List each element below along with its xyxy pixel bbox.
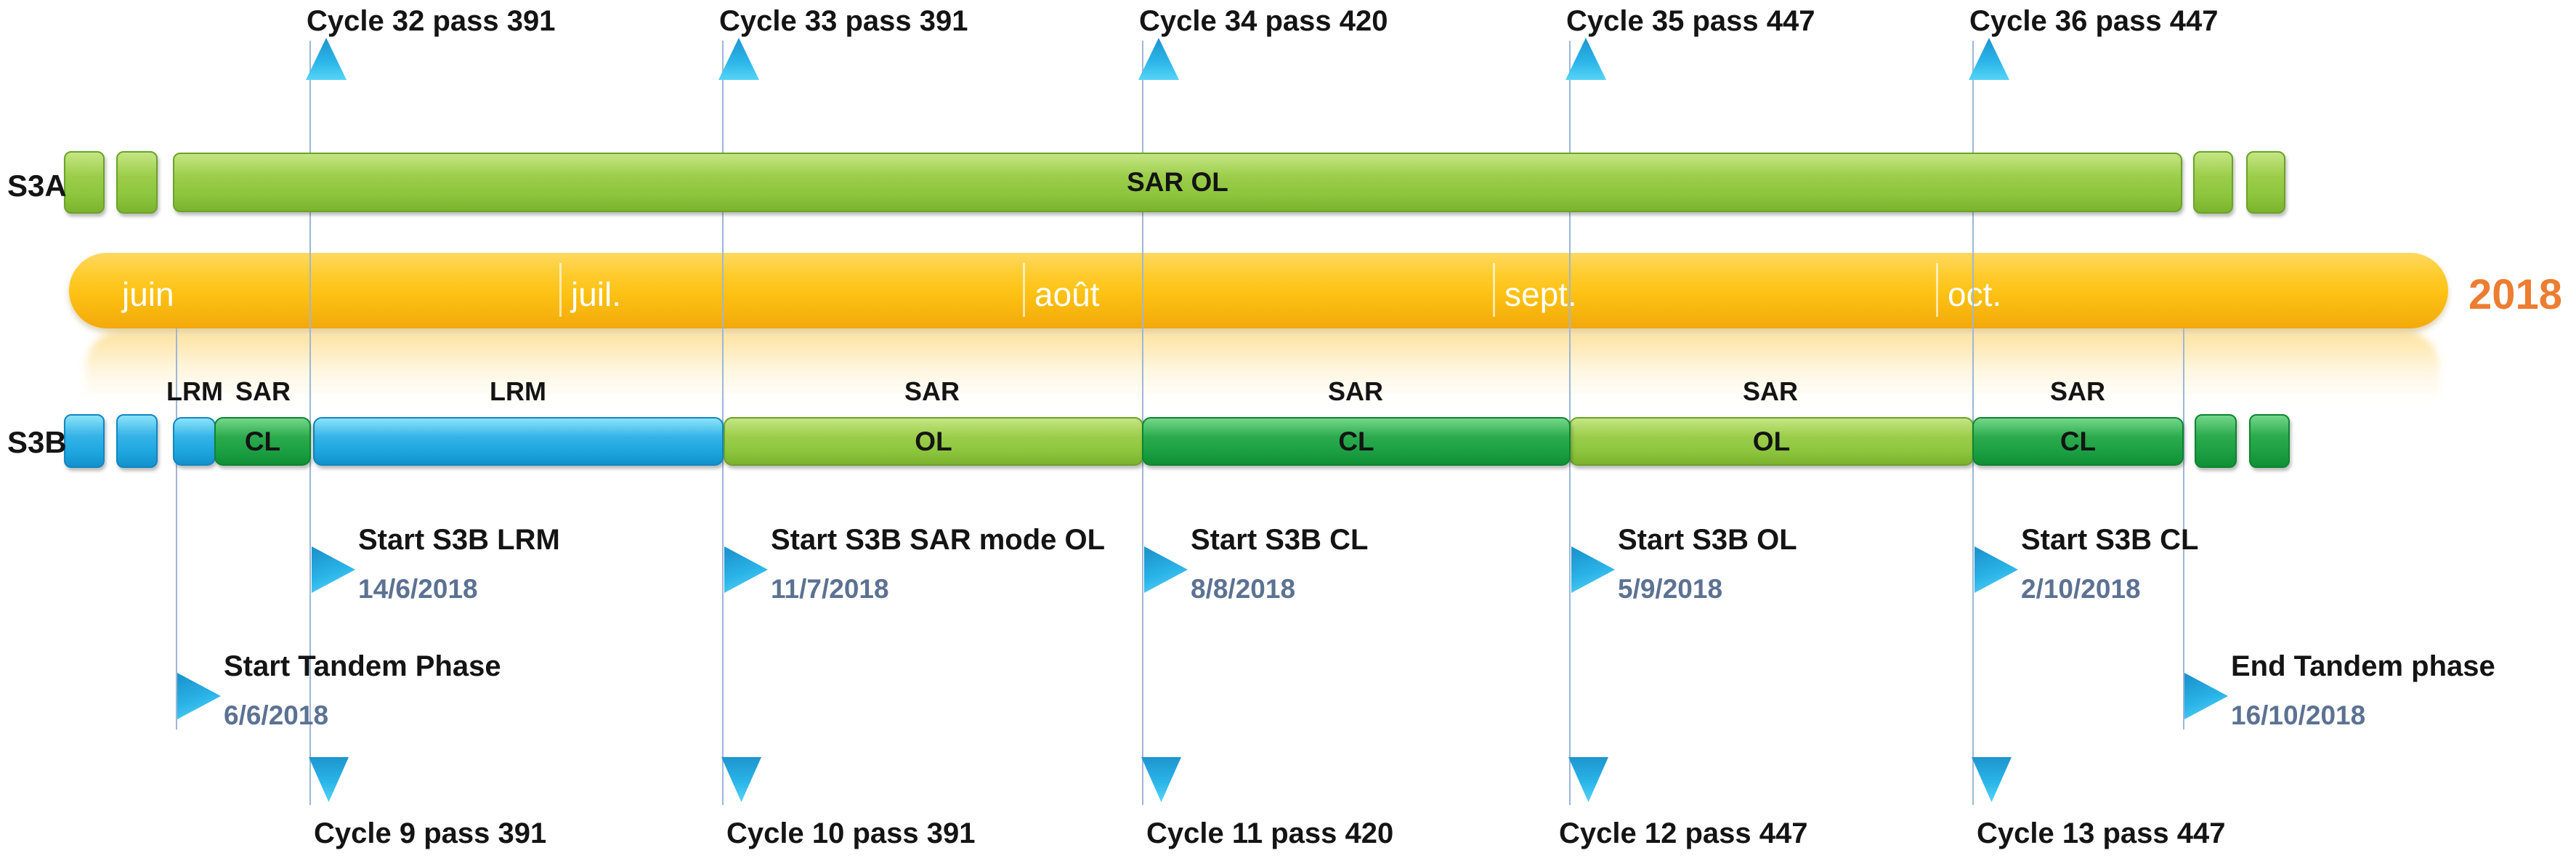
month-separator [1023,263,1025,317]
s3b-segment-label: CL [1338,426,1374,456]
month-separator [1493,263,1495,317]
month-label-juil: juil. [571,275,622,313]
up-triangle-icon [718,38,759,80]
month-separator [559,263,562,317]
tandem-start-date: 6/6/2018 [224,700,329,730]
tandem-start-title: Start Tandem Phase [224,650,501,682]
s3b-segment-label: OL [1752,426,1791,456]
s3b-lead-square [116,414,158,468]
s3b-segment-lrm-short [173,417,216,466]
event-date: 11/7/2018 [771,574,889,604]
event-flag-icon [312,546,355,593]
event-date: 14/6/2018 [358,574,478,604]
s3b-segment-sar-cl: CL [1972,417,2184,466]
cycle-bottom-label: Cycle 10 pass 391 [726,817,976,849]
event-date: 2/10/2018 [2021,574,2141,604]
timeline-line-tandem-start [176,328,177,729]
event-flag-icon [1144,546,1188,593]
s3b-mode-label: SAR [1742,376,1798,406]
down-triangle-icon [1972,757,2012,802]
cycle-top-label: Cycle 34 pass 420 [1139,5,1388,37]
s3a-lead-square [116,151,158,214]
tandem-end-date: 16/10/2018 [2231,700,2366,730]
cycle-top-label: Cycle 35 pass 447 [1566,5,1815,37]
up-triangle-icon [1969,38,2009,80]
s3b-mode-label: LRM [490,376,546,406]
s3a-lead-square [64,151,105,214]
up-triangle-icon [306,38,347,80]
year-label: 2018 [2468,271,2563,318]
event-title: Start S3B CL [2021,524,2199,556]
event-date: 5/9/2018 [1618,574,1723,604]
s3b-trail-square [2249,414,2290,468]
s3b-mode-label: LRM [166,376,223,406]
month-separator [1936,263,1938,317]
s3b-lead-square [64,414,105,468]
down-triangle-icon [721,757,761,802]
s3b-mode-label: SAR [1327,376,1383,406]
down-triangle-icon [1141,757,1181,802]
event-title: Start S3B SAR mode OL [771,524,1106,556]
cycle-top-label: Cycle 33 pass 391 [719,5,968,37]
s3a-sar-ol-bar: SAR OL [173,153,2182,212]
s3b-segment-lrm-long [313,417,724,466]
event-flag-icon [1571,546,1615,593]
s3b-trail-square [2195,414,2237,468]
timeline-line-tandem-end [2183,328,2184,729]
s3b-segment-sar-ol: OL [724,417,1143,466]
event-title: Start S3B OL [1618,524,1797,556]
tandem-end-title: End Tandem phase [2231,650,2495,682]
cycle-top-label: Cycle 36 pass 447 [1969,5,2219,37]
s3b-mode-label: SAR [235,376,291,406]
month-label-aout: août [1034,275,1100,313]
s3b-segment-sar-cl: CL [1142,417,1571,466]
down-triangle-icon [1568,757,1608,802]
s3b-mode-label: SAR [2049,376,2105,406]
month-label-juin: juin [122,275,174,313]
cycle-top-label: Cycle 32 pass 391 [307,5,556,37]
row-label-s3a: S3A [7,169,67,203]
up-triangle-icon [1566,38,1606,80]
s3b-segment-sar-ol: OL [1569,417,1974,466]
event-flag-icon [1974,546,2018,593]
down-triangle-icon [309,757,349,802]
event-date: 8/8/2018 [1191,574,1296,604]
month-label-sept: sept. [1504,275,1577,313]
s3a-trail-square [2246,151,2285,214]
tandem-end-flag-icon [2184,673,2228,719]
cycle-bottom-label: Cycle 13 pass 447 [1977,817,2226,849]
event-title: Start S3B CL [1191,524,1369,556]
s3a-trail-square [2193,151,2233,214]
up-triangle-icon [1138,38,1179,80]
event-title: Start S3B LRM [358,524,560,556]
s3b-segment-sar-cl: CL [214,417,311,466]
s3b-segment-label: CL [2059,426,2097,456]
s3b-segment-label: CL [244,426,281,456]
row-label-s3b: S3B [7,425,67,459]
tandem-start-flag-icon [177,673,221,719]
event-flag-icon [724,546,768,593]
s3b-mode-label: SAR [904,376,960,406]
cycle-bottom-label: Cycle 9 pass 391 [314,817,547,849]
month-label-oct: oct. [1948,275,2002,313]
s3a-bar-label: SAR OL [1127,167,1228,197]
s3b-segment-label: OL [915,426,952,456]
month-bar-reflection [86,331,2439,401]
cycle-bottom-label: Cycle 12 pass 447 [1559,817,1808,849]
cycle-bottom-label: Cycle 11 pass 420 [1146,817,1394,849]
month-bar: juin juil. août sept. oct. [69,253,2448,328]
